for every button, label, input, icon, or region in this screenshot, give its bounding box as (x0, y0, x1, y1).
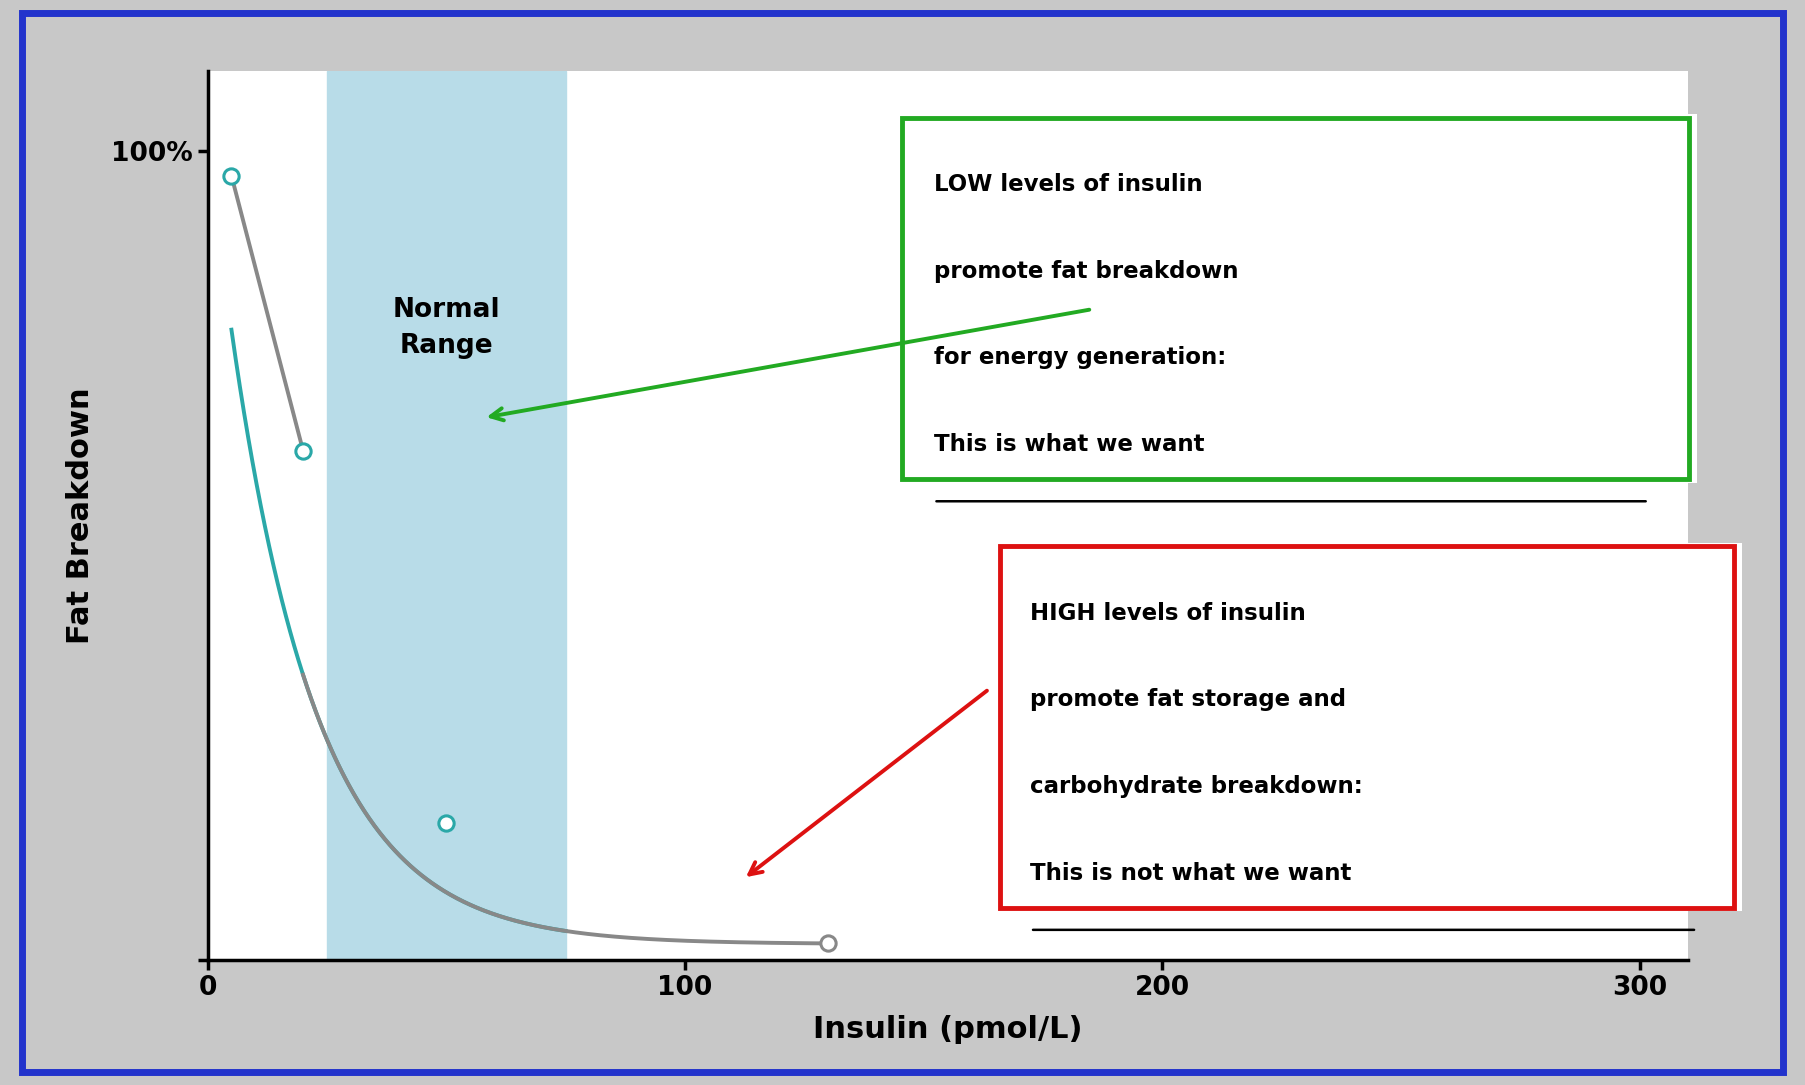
Text: LOW levels of insulin: LOW levels of insulin (933, 173, 1202, 196)
Text: This is not what we want: This is not what we want (1031, 861, 1352, 884)
Text: for energy generation:: for energy generation: (933, 346, 1226, 369)
Text: promote fat breakdown: promote fat breakdown (933, 259, 1238, 282)
Text: carbohydrate breakdown:: carbohydrate breakdown: (1031, 775, 1363, 797)
X-axis label: Insulin (pmol/L): Insulin (pmol/L) (812, 1014, 1083, 1044)
FancyBboxPatch shape (901, 117, 1689, 480)
FancyBboxPatch shape (1000, 546, 1735, 908)
Y-axis label: Fat Breakdown: Fat Breakdown (65, 387, 94, 643)
Text: This is what we want: This is what we want (933, 433, 1204, 456)
Bar (327, 71, 565, 960)
Text: Normal
Range: Normal Range (392, 297, 500, 359)
Text: promote fat storage and: promote fat storage and (1031, 688, 1347, 711)
Text: HIGH levels of insulin: HIGH levels of insulin (1031, 601, 1307, 625)
